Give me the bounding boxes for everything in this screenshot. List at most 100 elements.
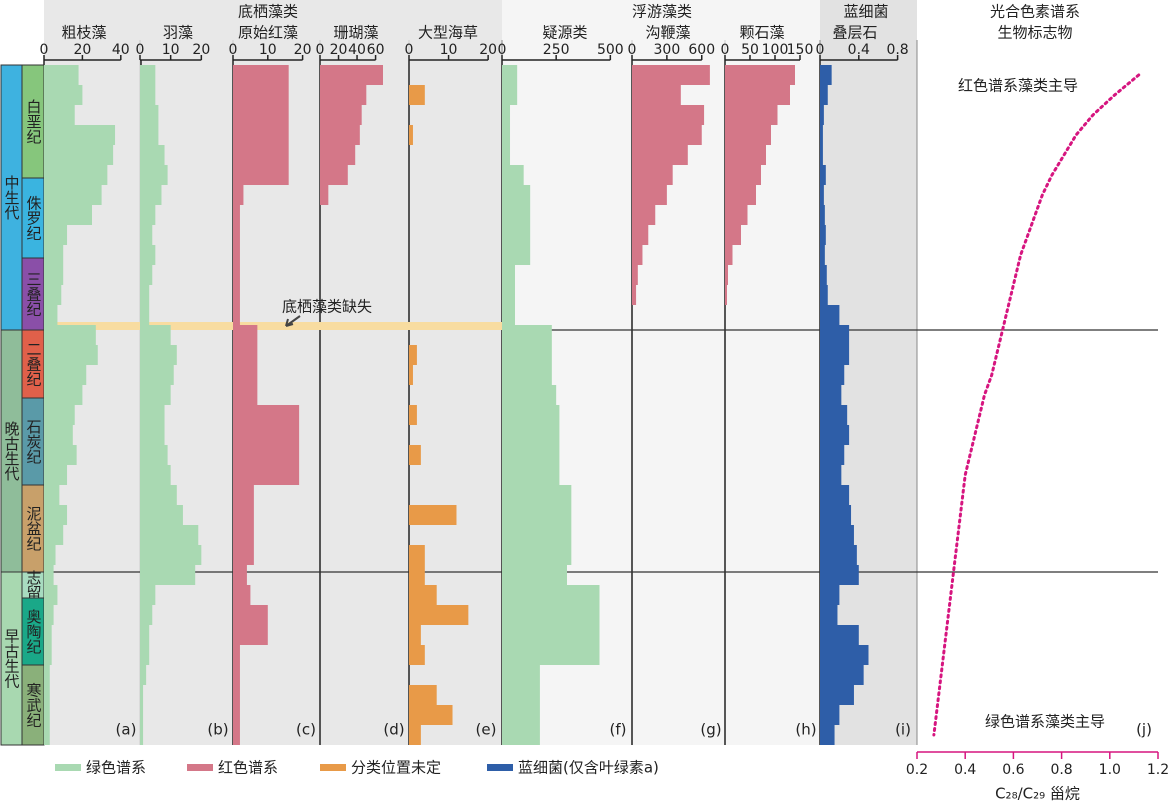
bar: [409, 545, 425, 565]
x-tick-label: 600: [688, 42, 715, 58]
x-tick-label: 0: [405, 42, 414, 58]
bar: [820, 205, 825, 225]
bar: [632, 125, 702, 145]
bar: [233, 585, 251, 605]
x-tick-label: 0.4: [954, 762, 976, 778]
bar: [725, 165, 761, 185]
bar: [44, 325, 96, 345]
legend-label: 蓝细菌(仅含叶绿素a): [518, 759, 659, 777]
bar: [502, 525, 572, 545]
x-tick-label: 0: [498, 42, 507, 58]
bar: [233, 665, 240, 685]
bar: [140, 265, 153, 285]
bar: [140, 685, 144, 705]
legend-swatch: [487, 764, 513, 771]
bar: [140, 365, 174, 385]
bar: [502, 85, 518, 105]
bar: [140, 65, 156, 85]
bar: [44, 425, 73, 445]
bar: [140, 245, 156, 265]
bar: [44, 565, 54, 585]
bar: [44, 225, 68, 245]
legend-swatch: [320, 764, 346, 771]
x-tick-label: 1.2: [1147, 762, 1169, 778]
x-tick-label: 500: [597, 42, 624, 58]
annotation: 绿色谱系藻类主导: [985, 713, 1105, 731]
bar: [44, 125, 116, 145]
bar: [409, 725, 421, 745]
bar: [233, 485, 254, 505]
bar: [233, 325, 258, 345]
bar: [140, 185, 162, 205]
bar: [502, 305, 515, 325]
bar: [233, 205, 240, 225]
bar: [140, 205, 156, 225]
x-tick-label: 0: [136, 42, 145, 58]
annotation: 红色谱系藻类主导: [958, 77, 1078, 95]
bar: [725, 185, 756, 205]
panel-title: 沟鞭藻: [645, 24, 690, 42]
bar: [820, 425, 850, 445]
x-tick-label: 20: [294, 42, 312, 58]
bar: [320, 165, 348, 185]
bar: [140, 425, 165, 445]
legend-label: 绿色谱系: [86, 759, 146, 777]
bar: [820, 285, 828, 305]
bar: [820, 345, 850, 365]
x-tick-label: 250: [543, 42, 570, 58]
bar: [44, 465, 68, 485]
bar: [233, 65, 289, 85]
bar: [409, 365, 413, 385]
bar: [409, 625, 421, 645]
bar: [820, 165, 826, 185]
bar: [820, 365, 845, 385]
bar: [233, 565, 247, 585]
bar: [820, 385, 842, 405]
bar: [632, 245, 643, 265]
period-label: 石炭纪: [25, 419, 43, 464]
bar: [820, 725, 835, 745]
panel-title: 叠层石: [832, 24, 877, 42]
period-label: 泥盆纪: [25, 506, 43, 551]
panel-label: (b): [207, 721, 228, 739]
x-tick-label: 100: [762, 42, 789, 58]
bar: [44, 445, 77, 465]
bar: [233, 465, 300, 485]
x-tick-label: 0.6: [1002, 762, 1024, 778]
bar: [502, 665, 540, 685]
bar: [140, 85, 156, 105]
bar: [502, 265, 515, 285]
group-title: 光合色素谱系: [990, 3, 1080, 21]
panel-label: (c): [296, 721, 316, 739]
bar: [44, 505, 68, 525]
bar: [44, 545, 56, 565]
bar: [725, 285, 727, 305]
bar: [820, 65, 832, 85]
bar: [44, 245, 64, 265]
x-tick-label: 10: [440, 42, 458, 58]
bar: [820, 445, 845, 465]
bar: [502, 505, 572, 525]
legend-swatch: [55, 764, 81, 771]
bar: [820, 405, 848, 425]
bar: [502, 485, 572, 505]
bar: [44, 525, 64, 545]
bar: [233, 725, 240, 745]
bar: [233, 505, 254, 525]
bar: [140, 645, 150, 665]
bar: [502, 585, 600, 605]
bar: [409, 685, 437, 705]
gap-band: [44, 322, 502, 330]
bar: [820, 625, 859, 645]
bar: [409, 505, 457, 525]
era-label: 中生代: [3, 175, 21, 221]
panel-title: 粗枝藻: [61, 24, 106, 42]
bar: [233, 165, 289, 185]
bar: [502, 685, 540, 705]
bar: [233, 245, 240, 265]
bar: [233, 385, 258, 405]
panel-label: (i): [895, 721, 911, 739]
bar: [502, 245, 531, 265]
era-label: 晚古生代: [3, 421, 21, 482]
bar: [233, 685, 240, 705]
